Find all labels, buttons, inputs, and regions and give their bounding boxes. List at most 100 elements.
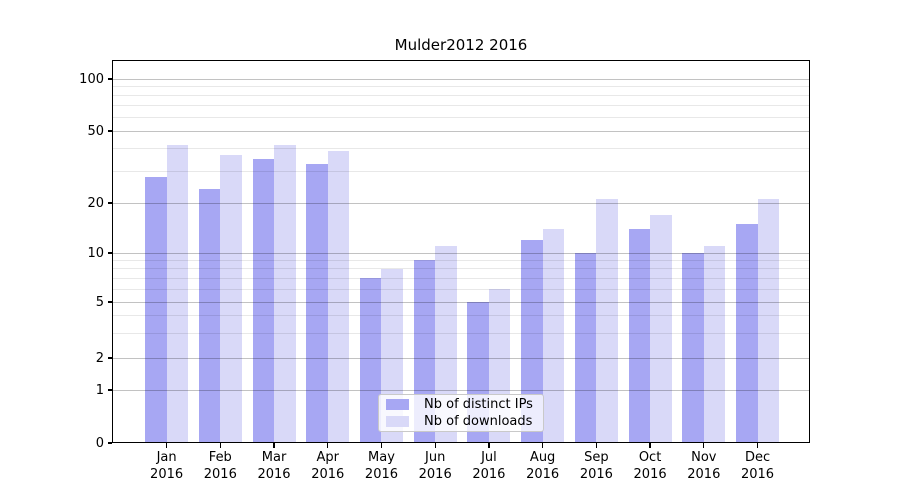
x-tickmark (327, 443, 329, 448)
x-tick-label: Apr 2016 (298, 450, 358, 483)
bar-downloads-nov (703, 246, 726, 443)
legend-swatch-distinct-ips-icon (386, 399, 409, 410)
x-tick-label: Mar 2016 (244, 450, 304, 483)
gridline-major (112, 301, 810, 303)
x-tickmark (703, 443, 705, 448)
x-tick-month: Feb (208, 450, 232, 465)
x-tick-month: Apr (316, 450, 340, 465)
x-tickmark (541, 443, 544, 448)
gridline-minor (112, 268, 810, 270)
bar-downloads-dec (757, 199, 780, 443)
bar-distinct-ips-nov (682, 253, 704, 443)
y-tick-label: 0 (95, 435, 104, 451)
gridline-minor (112, 116, 810, 118)
chart-title: Mulder2012 2016 (394, 36, 528, 54)
y-tick-label: 2 (95, 350, 104, 366)
bar-downloads-mar (274, 144, 296, 443)
x-tick-month: May (368, 450, 395, 465)
gridline-minor (112, 105, 810, 107)
legend-swatch-downloads-icon (386, 416, 409, 427)
bar-distinct-ips-oct (628, 228, 651, 443)
x-tick-label: Sep 2016 (566, 450, 626, 483)
bar-distinct-ips-feb (198, 188, 221, 443)
x-tick-month: Jan (156, 450, 177, 465)
x-tick-month: Dec (744, 450, 771, 465)
y-tickmark (107, 78, 112, 80)
gridline-minor (112, 277, 810, 279)
gridline-minor (112, 170, 810, 172)
x-tick-year: 2016 (150, 466, 184, 482)
y-tick-label: 5 (95, 294, 104, 310)
bar-downloads-oct (650, 214, 672, 443)
x-tick-year: 2016 (364, 466, 399, 482)
x-tick-month: Aug (529, 450, 556, 465)
x-tickmark (595, 443, 597, 448)
y-tickmark (107, 130, 112, 132)
x-tick-month: Mar (261, 450, 287, 465)
y-tick-label: 100 (79, 71, 104, 87)
legend-item-downloads: Nb of downloads (386, 414, 537, 429)
x-tick-year: 2016 (633, 466, 667, 482)
y-tickmark (107, 357, 112, 359)
x-tick-label: Dec 2016 (728, 450, 788, 483)
x-tickmark (219, 443, 221, 448)
x-tick-year: 2016 (579, 466, 613, 482)
x-tick-label: Jun 2016 (405, 450, 465, 483)
gridline-minor (112, 259, 810, 261)
x-tick-year: 2016 (257, 466, 291, 482)
x-tick-month: Sep (584, 450, 609, 465)
x-tickmark (165, 443, 168, 448)
x-tick-year: 2016 (687, 466, 721, 482)
bar-distinct-ips-sep (574, 253, 597, 443)
x-tickmark (488, 443, 490, 448)
x-tickmark (380, 443, 383, 448)
x-tickmark (273, 443, 275, 448)
bar-downloads-jan (166, 144, 189, 443)
gridline-minor (112, 95, 810, 97)
x-tick-label: Nov 2016 (674, 450, 734, 483)
x-tick-label: May 2016 (351, 450, 411, 483)
y-tick-label: 10 (87, 245, 104, 261)
x-tickmark (649, 443, 651, 448)
y-tick-label: 1 (95, 382, 104, 398)
bar-downloads-feb (220, 154, 242, 443)
x-tick-year: 2016 (740, 466, 775, 482)
bar-downloads-apr (327, 150, 350, 443)
x-tick-label: Oct 2016 (620, 450, 680, 483)
gridline-major (112, 78, 810, 80)
x-tick-label: Jul 2016 (459, 450, 519, 483)
gridline-major (112, 130, 810, 132)
x-tick-month: Oct (638, 450, 662, 465)
y-tickmark (107, 202, 112, 204)
gridline-minor (112, 332, 810, 334)
gridline-major (112, 357, 810, 359)
x-tick-year: 2016 (526, 466, 560, 482)
x-tick-year: 2016 (472, 466, 506, 482)
x-tick-month: Jun (425, 450, 446, 465)
y-tick-label: 50 (87, 123, 104, 139)
x-tick-year: 2016 (203, 466, 237, 482)
x-tick-year: 2016 (311, 466, 345, 482)
bar-downloads-sep (596, 199, 618, 443)
y-tickmark (107, 389, 112, 391)
bar-downloads-jun (435, 246, 457, 443)
bar-distinct-ips-aug (521, 239, 543, 443)
legend-item-distinct-ips: Nb of distinct IPs (386, 397, 537, 412)
x-tick-month: Jul (481, 450, 497, 465)
bar-distinct-ips-dec (736, 223, 758, 443)
y-tickmark (107, 252, 112, 254)
x-tick-year: 2016 (418, 466, 452, 482)
y-tickmark (107, 301, 112, 303)
legend-label-distinct-ips: Nb of distinct IPs (424, 397, 533, 412)
gridline-minor (112, 148, 810, 150)
bar-distinct-ips-apr (306, 163, 328, 443)
x-tick-month: Nov (691, 450, 717, 465)
bar-distinct-ips-mar (252, 159, 275, 443)
y-tickmark (107, 442, 112, 444)
legend: Nb of distinct IPs Nb of downloads (378, 394, 544, 432)
y-tick-label: 20 (87, 195, 104, 211)
gridline-minor (112, 86, 810, 88)
x-tick-label: Feb 2016 (190, 450, 250, 483)
gridline-minor (112, 315, 810, 317)
